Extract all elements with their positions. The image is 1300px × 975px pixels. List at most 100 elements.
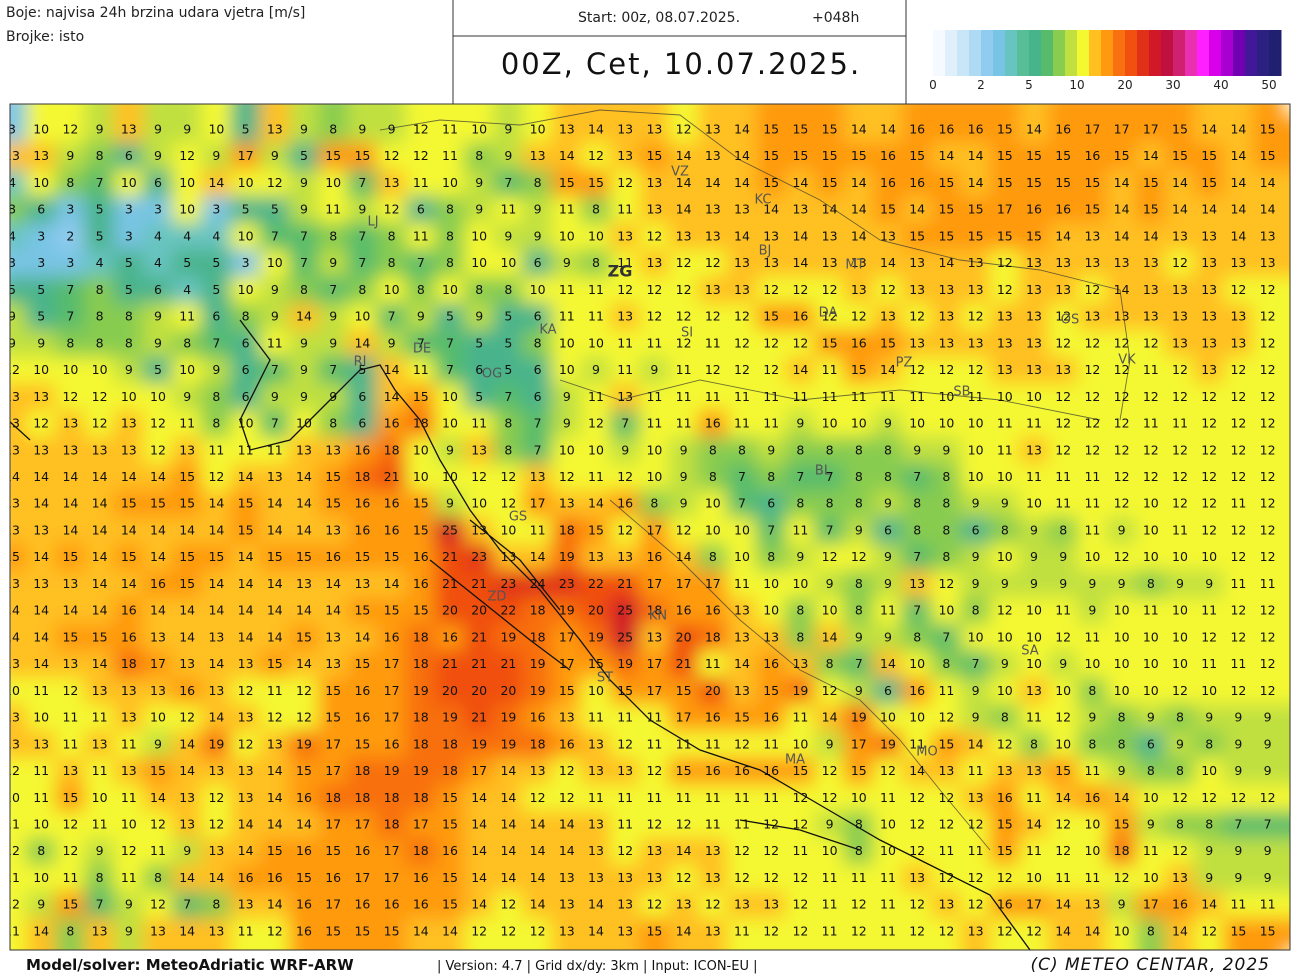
gust-value: 19: [530, 683, 546, 698]
gust-value: 15: [1201, 175, 1217, 190]
gust-value: 13: [121, 416, 137, 431]
field-cell: [1077, 410, 1108, 438]
gust-value: 11: [92, 816, 108, 831]
field-cell: [1018, 116, 1050, 144]
gust-value: 14: [179, 522, 195, 537]
gust-value: 8: [1118, 710, 1126, 725]
field-cell: [259, 196, 290, 225]
gust-value: 9: [855, 522, 863, 537]
gust-value: 7: [738, 469, 746, 484]
field-cell: [931, 196, 962, 225]
colorbar-swatch: [993, 30, 1006, 76]
gust-value: 16: [354, 522, 370, 537]
field-cell: [1252, 142, 1283, 171]
gust-value: 12: [792, 870, 808, 885]
gust-value: 14: [559, 816, 575, 831]
field-cell: [318, 196, 349, 225]
field-cell: [26, 249, 57, 278]
field-cell: [931, 356, 962, 385]
gust-value: 15: [1084, 175, 1100, 190]
field-cell: [522, 116, 553, 144]
gust-value: 15: [646, 148, 662, 163]
gust-value: 13: [909, 576, 925, 591]
gust-value: 9: [1088, 710, 1096, 725]
gust-value: 14: [121, 522, 137, 537]
gust-value: 8: [796, 496, 804, 511]
field-cell: [1194, 490, 1225, 519]
gust-value: 6: [358, 389, 366, 404]
field-cell: [1048, 436, 1079, 465]
field-cell: [1048, 223, 1079, 251]
gust-value: 13: [909, 255, 925, 270]
field-cell: [230, 196, 261, 225]
field-cell: [230, 169, 261, 198]
gust-value: 15: [763, 309, 779, 324]
gust-value: 11: [1084, 522, 1100, 537]
valid-time: 00Z, Cet, 10.07.2025.: [501, 47, 861, 81]
gust-value: 9: [1059, 576, 1067, 591]
field-cell: [756, 490, 787, 519]
field-cell: [697, 383, 728, 412]
gust-value: 8: [300, 282, 308, 297]
field-cell: [843, 249, 874, 278]
field-cell: [580, 410, 612, 438]
field-cell: [1135, 303, 1166, 331]
gust-value: 9: [1264, 870, 1272, 885]
gust-value: 10: [968, 469, 984, 484]
field-cell: [639, 303, 670, 331]
field-cell: [1223, 436, 1254, 465]
gust-value: 9: [154, 335, 162, 350]
gust-value: 13: [822, 255, 838, 270]
gust-value: 12: [471, 469, 487, 484]
gust-value: 15: [208, 549, 224, 564]
field-cell: [1018, 249, 1050, 278]
gust-value: 10: [997, 469, 1013, 484]
field-cell: [989, 223, 1020, 251]
gust-value: 14: [530, 870, 546, 885]
gust-value: 10: [763, 603, 779, 618]
gust-value: 11: [763, 389, 779, 404]
gust-value: 13: [705, 923, 721, 938]
field-cell: [785, 249, 816, 278]
field-cell: [1252, 463, 1283, 492]
field-cell: [10, 196, 28, 225]
field-cell: [1164, 249, 1196, 278]
gust-value: 17: [384, 710, 400, 725]
gust-value: 12: [763, 362, 779, 377]
field-cell: [493, 356, 524, 385]
gust-value: 5: [504, 362, 512, 377]
field-cell: [872, 356, 904, 385]
field-cell: [580, 490, 612, 519]
gust-value: 14: [1026, 816, 1042, 831]
gust-value: 13: [588, 736, 604, 751]
gust-value: 10: [238, 175, 254, 190]
gust-value: 11: [1201, 656, 1217, 671]
gust-value: 12: [822, 282, 838, 297]
field-cell: [610, 116, 641, 144]
field-cell: [726, 410, 758, 438]
gust-value: 21: [442, 576, 458, 591]
field-cell: [405, 196, 436, 225]
gust-value: 13: [1201, 228, 1217, 243]
gust-value: 11: [33, 790, 49, 805]
gust-value: 13: [530, 469, 546, 484]
gust-value: 12: [384, 148, 400, 163]
gust-value: 12: [734, 362, 750, 377]
gust-value: 13: [1084, 897, 1100, 912]
gust-value: 16: [325, 549, 341, 564]
gust-value: 15: [997, 816, 1013, 831]
gust-value: 13: [968, 923, 984, 938]
gust-value: 11: [267, 335, 283, 350]
gust-value: 12: [1026, 923, 1042, 938]
gust-value: 16: [559, 736, 575, 751]
field-cell: [756, 356, 787, 385]
gust-value: 10: [1026, 870, 1042, 885]
gust-value: 7: [767, 522, 775, 537]
field-cell: [785, 436, 816, 465]
gust-value: 18: [1114, 843, 1130, 858]
gust-value: 11: [442, 122, 458, 137]
field-cell: [989, 196, 1020, 225]
gust-value: 13: [1201, 255, 1217, 270]
gust-value: 11: [267, 442, 283, 457]
field-cell: [1252, 116, 1283, 144]
